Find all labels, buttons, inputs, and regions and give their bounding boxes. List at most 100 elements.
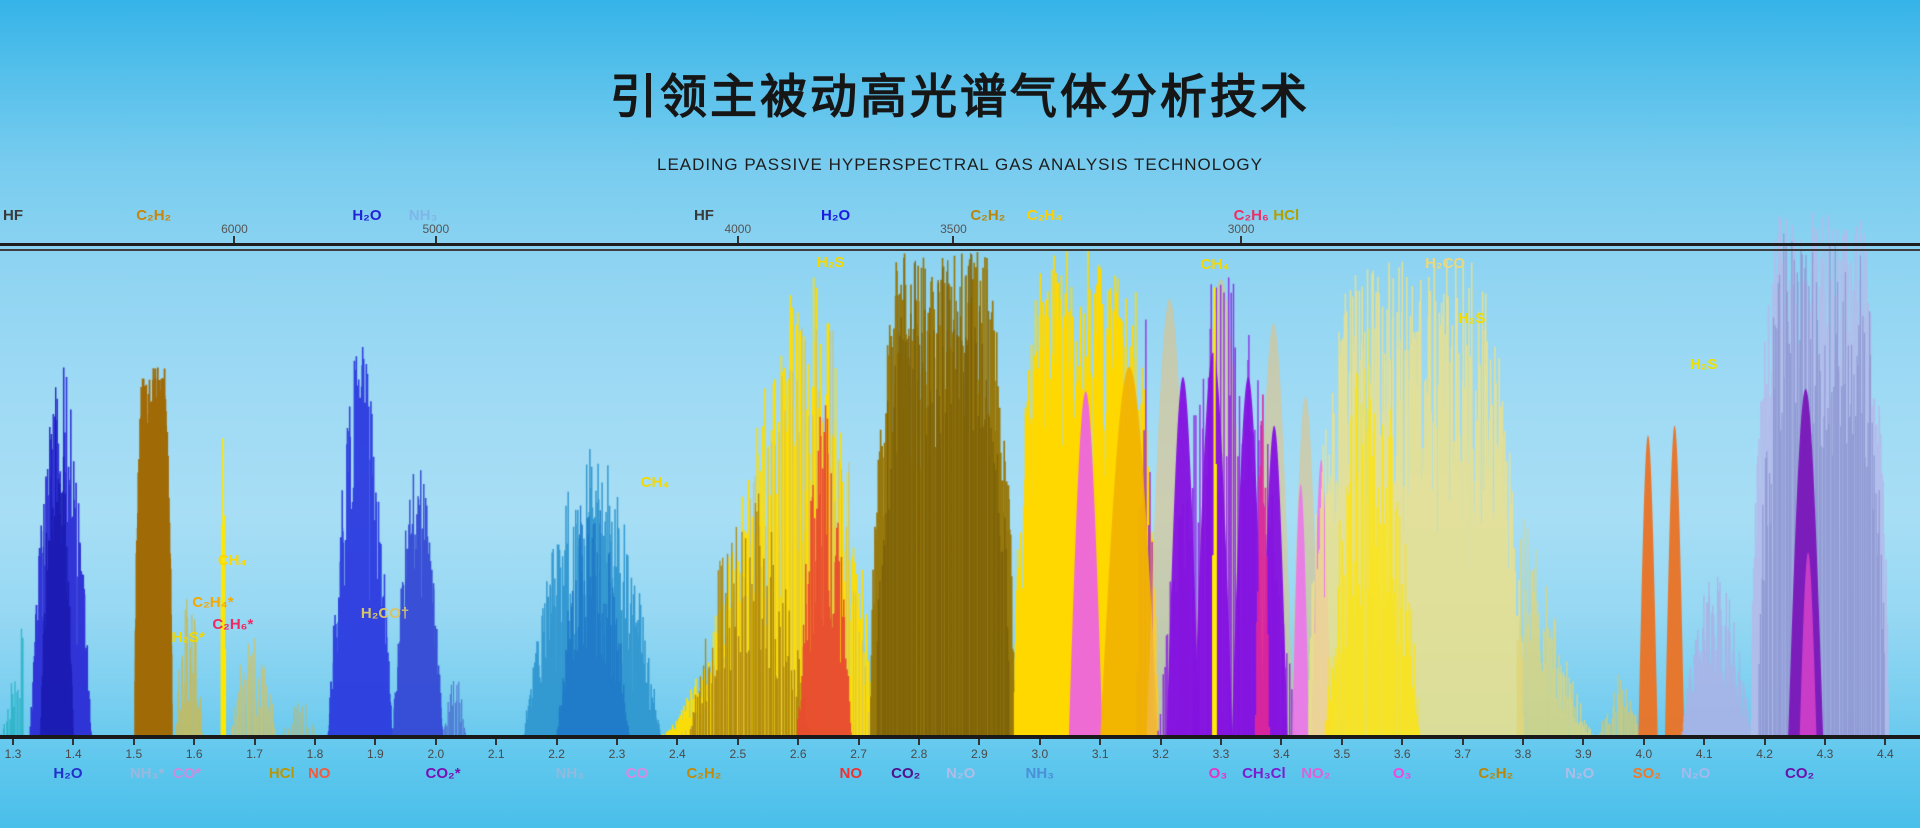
top-gas-label: NH₃ <box>408 207 438 224</box>
bottom-tick-label: 1.3 <box>4 747 22 761</box>
top-tick-label: 5000 <box>422 222 450 236</box>
bottom-tick-mark <box>132 739 135 745</box>
top-tick-label: 6000 <box>221 222 248 236</box>
bottom-axis-line <box>0 735 1920 739</box>
bottom-tick-label: 3.1 <box>1091 747 1109 761</box>
bottom-gas-label: NH₃ <box>1025 765 1055 782</box>
bottom-tick-label: 3.7 <box>1454 747 1471 761</box>
bottom-gas-label: SO₂ <box>1632 765 1661 782</box>
bottom-tick-mark <box>1703 739 1706 745</box>
bottom-tick-mark <box>1220 739 1222 745</box>
bottom-gas-label: CO₂ <box>891 765 921 782</box>
bottom-tick-label: 2.7 <box>850 747 867 761</box>
bottom-tick-mark <box>374 739 377 745</box>
bottom-gas-label: CO <box>625 765 649 782</box>
bottom-tick-mark <box>1340 739 1343 745</box>
top-gas-label: C₂H₆ <box>1233 207 1269 224</box>
chart-gas-label: CH₄ <box>217 552 247 569</box>
bottom-tick-label: 3.2 <box>1152 747 1169 761</box>
bottom-tick-mark <box>1099 739 1102 745</box>
top-gas-label: H₂O <box>821 207 851 224</box>
bottom-gas-label: NH₃ <box>555 765 585 782</box>
bottom-tick-label: 4.3 <box>1816 747 1834 761</box>
bottom-tick-mark <box>72 739 75 745</box>
top-gas-label: C₂H₂ <box>136 207 172 224</box>
bottom-tick-label: 3.5 <box>1333 747 1351 761</box>
bottom-tick-label: 2.2 <box>548 747 565 761</box>
bottom-tick-label: 3.0 <box>1031 747 1049 761</box>
bottom-tick-mark <box>314 739 316 745</box>
bottom-tick-label: 3.9 <box>1575 747 1592 761</box>
bottom-gas-label: NH₃* <box>129 765 165 782</box>
bottom-gas-label: CO₂ <box>1785 765 1815 782</box>
top-tick-mark <box>434 236 437 243</box>
bottom-tick-label: 1.8 <box>306 747 324 761</box>
bottom-tick-label: 2.9 <box>971 747 988 761</box>
bottom-tick-mark <box>253 739 256 745</box>
bottom-tick-mark <box>12 739 14 745</box>
bottom-tick-mark <box>918 739 920 745</box>
chart-gas-label: CH₄ <box>1200 256 1230 273</box>
bottom-gas-label: HCl <box>268 765 295 782</box>
top-gas-label: C₂H₂ <box>970 207 1006 224</box>
bottom-gas-label: NO <box>307 765 331 782</box>
bottom-tick-mark <box>1763 739 1766 745</box>
bottom-tick-label: 1.6 <box>185 747 203 761</box>
bottom-tick-mark <box>495 739 498 745</box>
bottom-gas-label: C₂H₂ <box>1478 765 1514 782</box>
bottom-gas-label: CO₂* <box>425 765 461 782</box>
bottom-tick-label: 1.5 <box>125 747 143 761</box>
bottom-tick-mark <box>736 739 739 745</box>
bottom-gas-label: H₂O <box>53 765 83 782</box>
bottom-tick-label: 4.0 <box>1635 747 1653 761</box>
bottom-tick-mark <box>1642 739 1645 745</box>
bottom-tick-mark <box>978 739 981 745</box>
bottom-tick-label: 2.3 <box>608 747 626 761</box>
bottom-tick-mark <box>1884 739 1887 745</box>
top-gas-label: HF <box>693 207 714 224</box>
bottom-tick-label: 2.6 <box>789 747 807 761</box>
bottom-gas-label: CH₃Cl <box>1242 765 1286 782</box>
chart-gas-label: C₂H₄* <box>192 594 234 611</box>
chart-gas-label: H₂S <box>1457 310 1486 327</box>
bottom-tick-label: 1.7 <box>246 747 263 761</box>
bottom-tick-mark <box>555 739 558 745</box>
bottom-tick-label: 1.4 <box>65 747 82 761</box>
bottom-tick-label: 2.5 <box>729 747 747 761</box>
top-tick-mark <box>736 236 739 243</box>
bottom-tick-label: 2.8 <box>910 747 928 761</box>
top-tick-mark <box>233 236 236 243</box>
bottom-gas-label: CO* <box>172 765 202 782</box>
top-tick-mark <box>952 236 955 243</box>
top-gas-label: H₂O <box>352 207 382 224</box>
chart-gas-label: C₂H₆* <box>212 616 254 633</box>
bottom-tick-mark <box>857 739 860 745</box>
bottom-tick-mark <box>1582 739 1585 745</box>
bottom-tick-mark <box>616 739 618 745</box>
bottom-gas-label: C₂H₂ <box>686 765 722 782</box>
bottom-tick-label: 3.8 <box>1514 747 1532 761</box>
top-axis-line <box>0 243 1920 246</box>
bottom-tick-mark <box>1824 739 1826 745</box>
chart-gas-label: H₂CO† <box>360 605 410 622</box>
bottom-tick-label: 3.6 <box>1393 747 1411 761</box>
top-tick-label: 3000 <box>1227 222 1255 236</box>
bottom-tick-mark <box>797 739 800 745</box>
bottom-tick-label: 2.1 <box>487 747 505 761</box>
bottom-tick-mark <box>434 739 437 745</box>
top-tick-label: 4000 <box>724 222 752 236</box>
chart-gas-label: CH₄ <box>640 474 670 491</box>
bottom-tick-mark <box>1461 739 1464 745</box>
bottom-gas-label: N₂O <box>1565 765 1595 782</box>
bottom-tick-label: 4.4 <box>1877 747 1894 761</box>
bottom-tick-mark <box>1159 739 1162 745</box>
bottom-gas-label: N₂O <box>1681 765 1711 782</box>
chart-gas-label: H₂S <box>817 254 845 271</box>
bottom-gas-label: NO₂ <box>1301 765 1331 782</box>
bottom-gas-label: NO <box>839 765 862 782</box>
top-gas-label: HF <box>3 207 23 224</box>
top-gas-label: C₂H₄ <box>1026 207 1063 224</box>
